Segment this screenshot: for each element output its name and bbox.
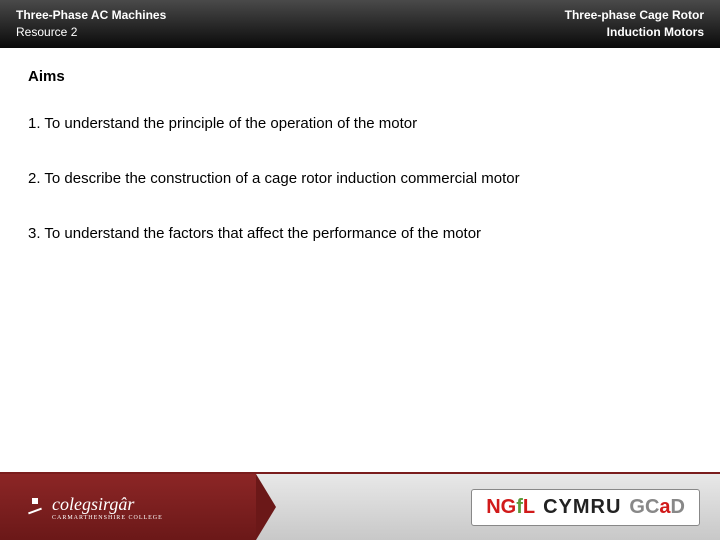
ngfl-part6: a xyxy=(659,496,670,518)
header-subtitle: Resource 2 xyxy=(16,24,166,41)
footer-right-panel: NGfL CYMRU GCaD xyxy=(256,474,720,540)
header-title: Three-Phase AC Machines xyxy=(16,7,166,24)
coleg-logo: colegsirgâr CARMARTHENSHIRE COLLEGE xyxy=(24,494,163,521)
header-topic-line1: Three-phase Cage Rotor xyxy=(565,7,704,24)
coleg-logo-sub: CARMARTHENSHIRE COLLEGE xyxy=(52,515,163,521)
coleg-logo-text: colegsirgâr CARMARTHENSHIRE COLLEGE xyxy=(52,494,163,521)
ngfl-part5: GC xyxy=(629,496,659,518)
slide-header: Three-Phase AC Machines Resource 2 Three… xyxy=(0,0,720,48)
slide-content: Aims 1. To understand the principle of t… xyxy=(0,48,720,298)
footer-bar: colegsirgâr CARMARTHENSHIRE COLLEGE NGfL… xyxy=(0,474,720,540)
slide-footer: colegsirgâr CARMARTHENSHIRE COLLEGE NGfL… xyxy=(0,472,720,540)
aim-item-1: 1. To understand the principle of the op… xyxy=(28,113,692,134)
ngfl-part2: f xyxy=(516,496,523,518)
header-right: Three-phase Cage Rotor Induction Motors xyxy=(565,7,704,41)
ngfl-part7: D xyxy=(671,496,685,518)
ngfl-part4: CYMRU xyxy=(543,496,621,519)
aim-item-3: 3. To understand the factors that affect… xyxy=(28,223,692,244)
ngfl-logo: NGfL CYMRU GCaD xyxy=(471,489,700,526)
aims-heading: Aims xyxy=(28,68,692,85)
coleg-logo-icon xyxy=(24,496,46,518)
footer-left-panel: colegsirgâr CARMARTHENSHIRE COLLEGE xyxy=(0,474,256,540)
ngfl-part3: L xyxy=(523,496,535,518)
ngfl-part1: NG xyxy=(486,496,516,518)
header-topic-line2: Induction Motors xyxy=(565,24,704,41)
aim-item-2: 2. To describe the construction of a cag… xyxy=(28,168,692,189)
coleg-logo-name: colegsirgâr xyxy=(52,494,134,514)
header-left: Three-Phase AC Machines Resource 2 xyxy=(16,7,166,41)
